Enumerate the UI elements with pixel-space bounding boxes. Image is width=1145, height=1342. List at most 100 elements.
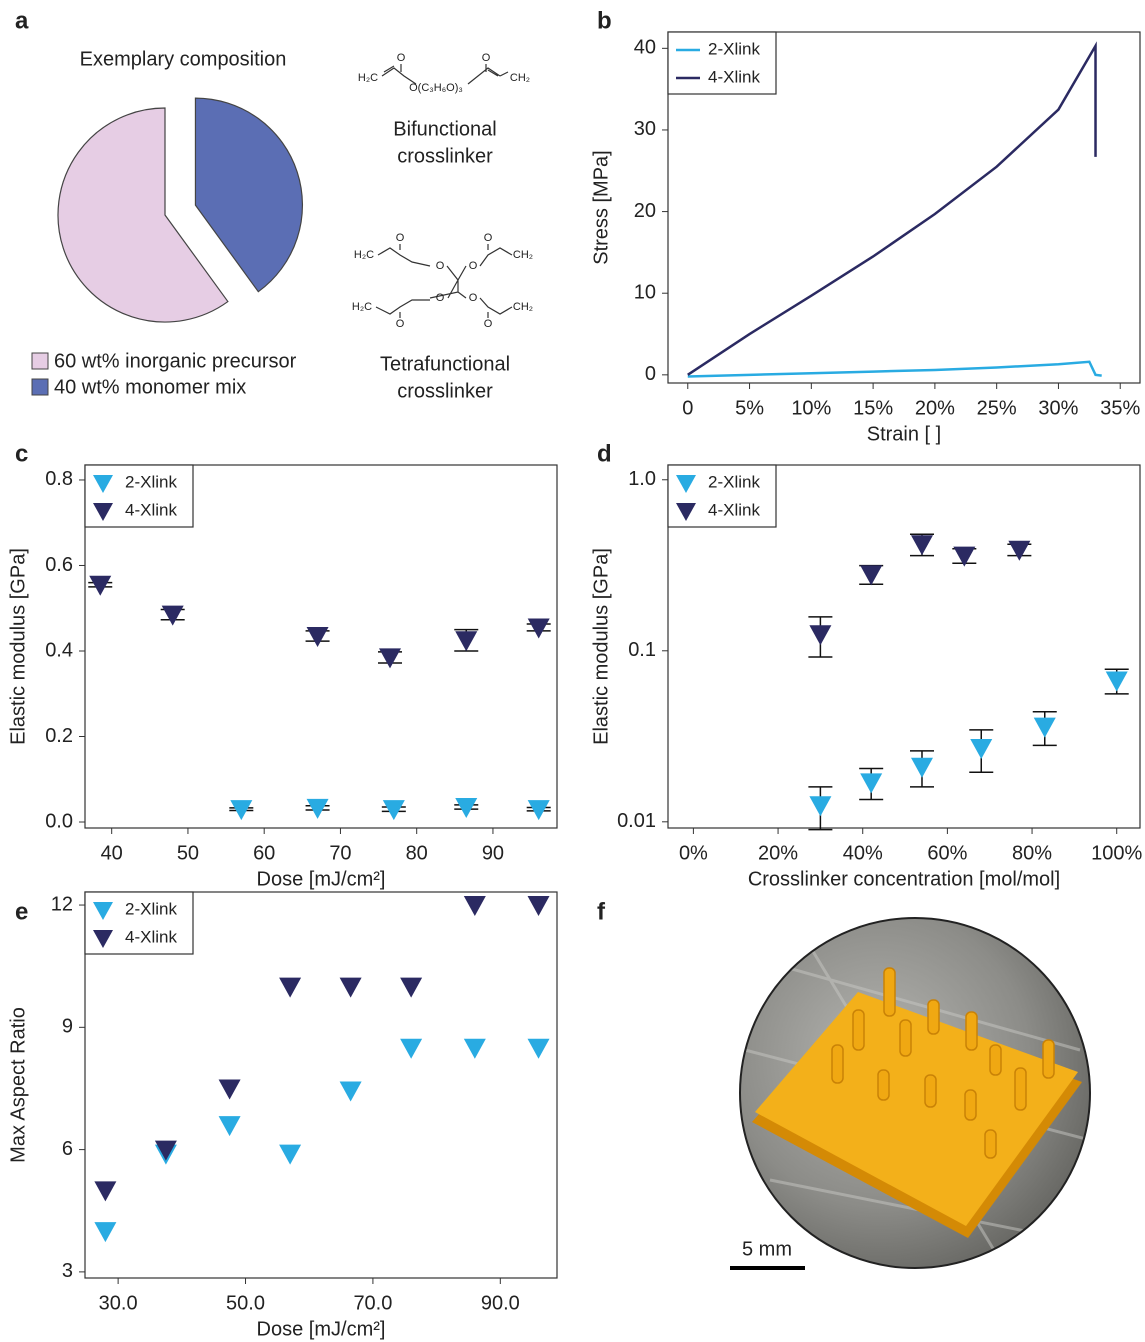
marker <box>455 631 477 651</box>
y-tick-label: 12 <box>51 893 73 915</box>
marker <box>528 618 550 638</box>
x-tick-label: 60 <box>253 842 275 864</box>
x-tick-label: 70.0 <box>353 1292 392 1314</box>
marker <box>1008 541 1030 561</box>
atom-label: CH₂ <box>510 72 530 84</box>
marker <box>860 565 882 585</box>
x-tick-label: 0 <box>682 397 693 419</box>
x-tick-label: 20% <box>758 842 798 864</box>
marker <box>400 978 422 998</box>
x-tick-label: 100% <box>1091 842 1142 864</box>
panel-label: d <box>597 440 612 467</box>
x-tick-label: 30% <box>1038 397 1078 419</box>
panel-label: e <box>15 898 28 925</box>
marker <box>94 1222 116 1242</box>
legend-label: 2-Xlink <box>125 472 177 491</box>
x-tick-label: 90.0 <box>481 1292 520 1314</box>
figure: 5 mm f H₂COO(C₃H₆O)₃OCH₂Bifunctionalcros… <box>0 0 1145 1342</box>
legend-swatch <box>32 353 48 369</box>
x-tick-label: 70 <box>329 842 351 864</box>
marker <box>400 1039 422 1059</box>
marker <box>1034 718 1056 738</box>
marker <box>528 1039 550 1059</box>
pie-slice <box>195 98 302 292</box>
panel-label: f <box>597 898 606 925</box>
x-tick-label: 80% <box>1012 842 1052 864</box>
marker <box>970 739 992 759</box>
y-tick-label: 0.2 <box>45 725 73 747</box>
marker <box>464 1039 486 1059</box>
marker <box>219 1079 241 1099</box>
x-tick-label: 0% <box>679 842 708 864</box>
atom-label: O <box>436 292 445 304</box>
legend-swatch <box>32 379 48 395</box>
x-tick-label: 35% <box>1100 397 1140 419</box>
atom-label: O <box>484 232 493 244</box>
y-axis-label: Elastic modulus [GPa] <box>7 548 29 745</box>
atom-label: O <box>469 260 478 272</box>
chart-title: Exemplary composition <box>80 48 287 70</box>
marker <box>528 896 550 916</box>
panel-label: b <box>597 7 612 34</box>
marker <box>340 1082 362 1102</box>
y-tick-label: 6 <box>62 1138 73 1160</box>
x-tick-label: 15% <box>853 397 893 419</box>
atom-label: H₂C <box>358 72 378 84</box>
x-tick-label: 20% <box>915 397 955 419</box>
legend-label: 60 wt% inorganic precursor <box>54 350 297 372</box>
marker <box>379 648 401 668</box>
legend-label: 4-Xlink <box>708 500 760 519</box>
marker <box>464 896 486 916</box>
panel-label: c <box>15 440 28 467</box>
line <box>688 362 1102 377</box>
atom-label: CH₂ <box>513 301 533 313</box>
atom-label: H₂C <box>354 249 374 261</box>
bond <box>376 244 512 318</box>
marker <box>860 773 882 793</box>
x-axis-label: Dose [mJ/cm²] <box>257 1318 386 1340</box>
photo: 5 mm f <box>597 898 1092 1270</box>
x-tick-label: 40 <box>101 842 123 864</box>
atom-label: O <box>482 52 491 64</box>
structure-caption: crosslinker <box>397 380 493 402</box>
x-axis-label: Crosslinker concentration [mol/mol] <box>748 868 1060 890</box>
structure-caption: crosslinker <box>397 145 493 167</box>
marker <box>809 796 831 816</box>
atom-label: O <box>484 318 493 330</box>
atom-label: CH₂ <box>513 249 533 261</box>
y-tick-label: 1.0 <box>628 468 656 490</box>
y-axis-label: Stress [MPa] <box>590 150 612 264</box>
structure-caption: Bifunctional <box>393 118 496 140</box>
legend-label: 2-Xlink <box>708 39 760 58</box>
marker <box>809 625 831 645</box>
y-tick-label: 0.6 <box>45 554 73 576</box>
marker <box>1106 672 1128 692</box>
y-tick-label: 0.8 <box>45 468 73 490</box>
y-tick-label: 0.1 <box>628 639 656 661</box>
x-axis-label: Strain [ ] <box>867 423 941 445</box>
y-axis-label: Max Aspect Ratio <box>7 1007 29 1163</box>
panel-label: a <box>15 7 29 34</box>
marker <box>911 758 933 778</box>
legend-label: 4-Xlink <box>125 927 177 946</box>
legend-label: 4-Xlink <box>708 67 760 86</box>
marker <box>279 1145 301 1165</box>
y-tick-label: 0.0 <box>45 810 73 832</box>
x-tick-label: 10% <box>791 397 831 419</box>
marker <box>279 978 301 998</box>
y-tick-label: 20 <box>634 200 656 222</box>
x-tick-label: 60% <box>927 842 967 864</box>
marker <box>89 576 111 596</box>
x-tick-label: 5% <box>735 397 764 419</box>
marker <box>162 606 184 626</box>
atom-label: O <box>469 292 478 304</box>
y-tick-label: 30 <box>634 118 656 140</box>
y-tick-label: 40 <box>634 37 656 59</box>
x-tick-label: 40% <box>843 842 883 864</box>
marker <box>219 1116 241 1136</box>
marker <box>455 798 477 818</box>
x-tick-label: 25% <box>977 397 1017 419</box>
y-tick-label: 9 <box>62 1016 73 1038</box>
marker <box>94 1181 116 1201</box>
scale-bar-label: 5 mm <box>742 1238 792 1260</box>
